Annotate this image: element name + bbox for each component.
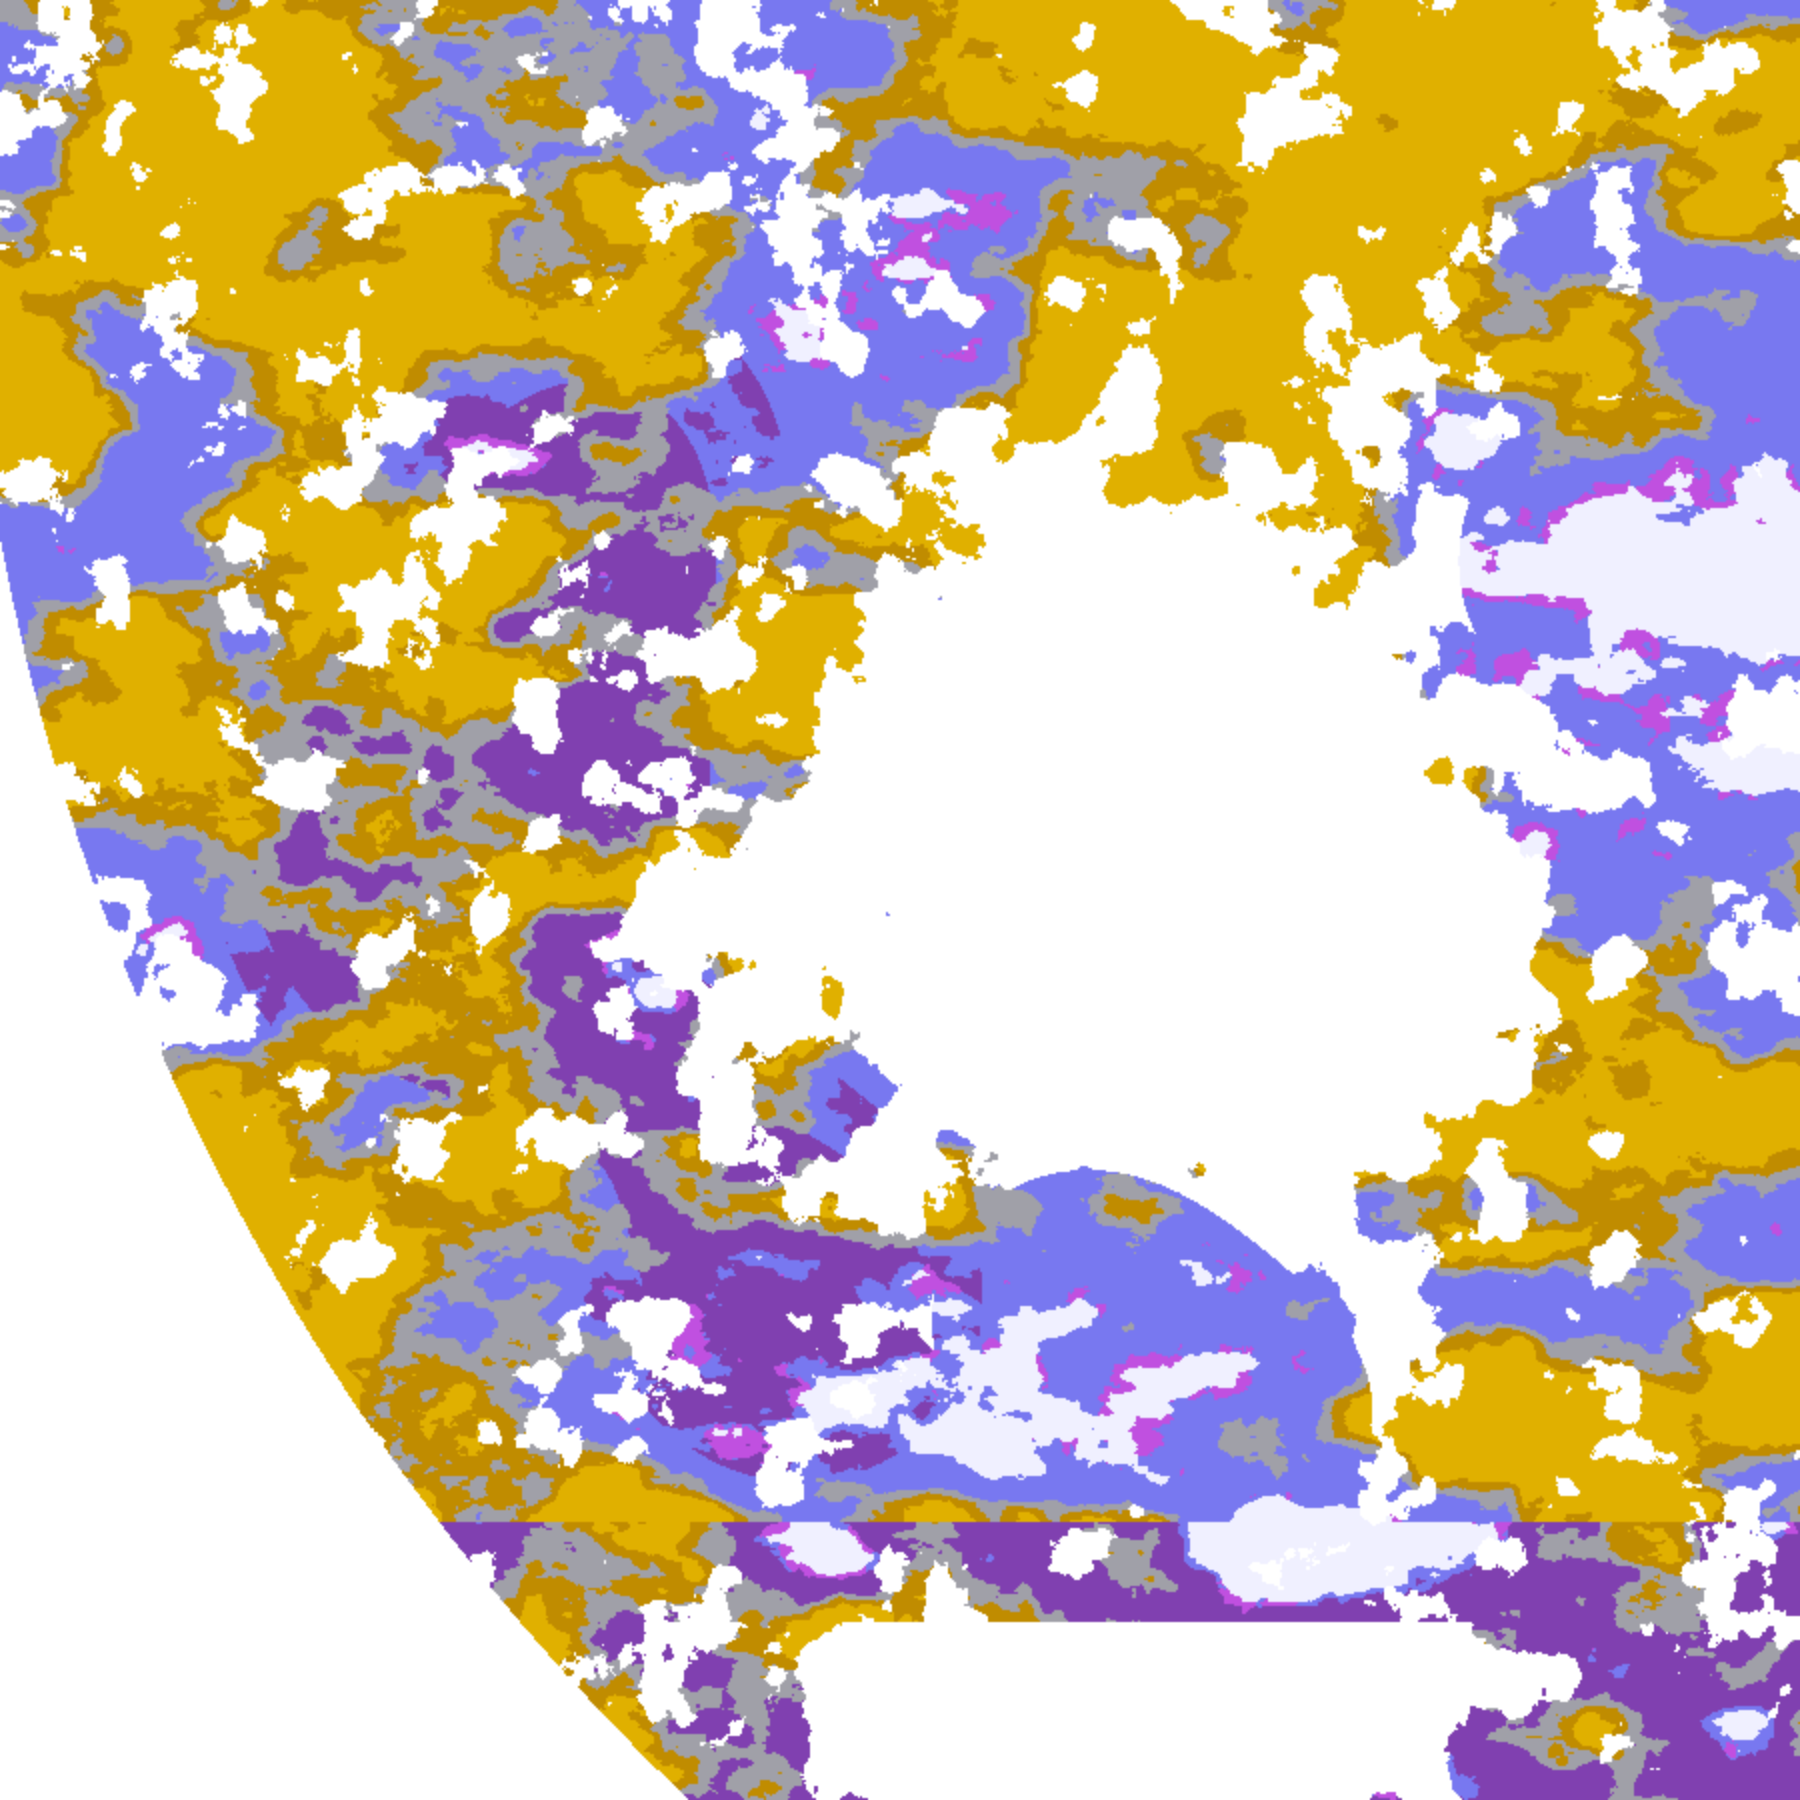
earth-disk-canvas bbox=[0, 0, 1800, 1800]
satellite-image bbox=[0, 0, 1800, 1800]
